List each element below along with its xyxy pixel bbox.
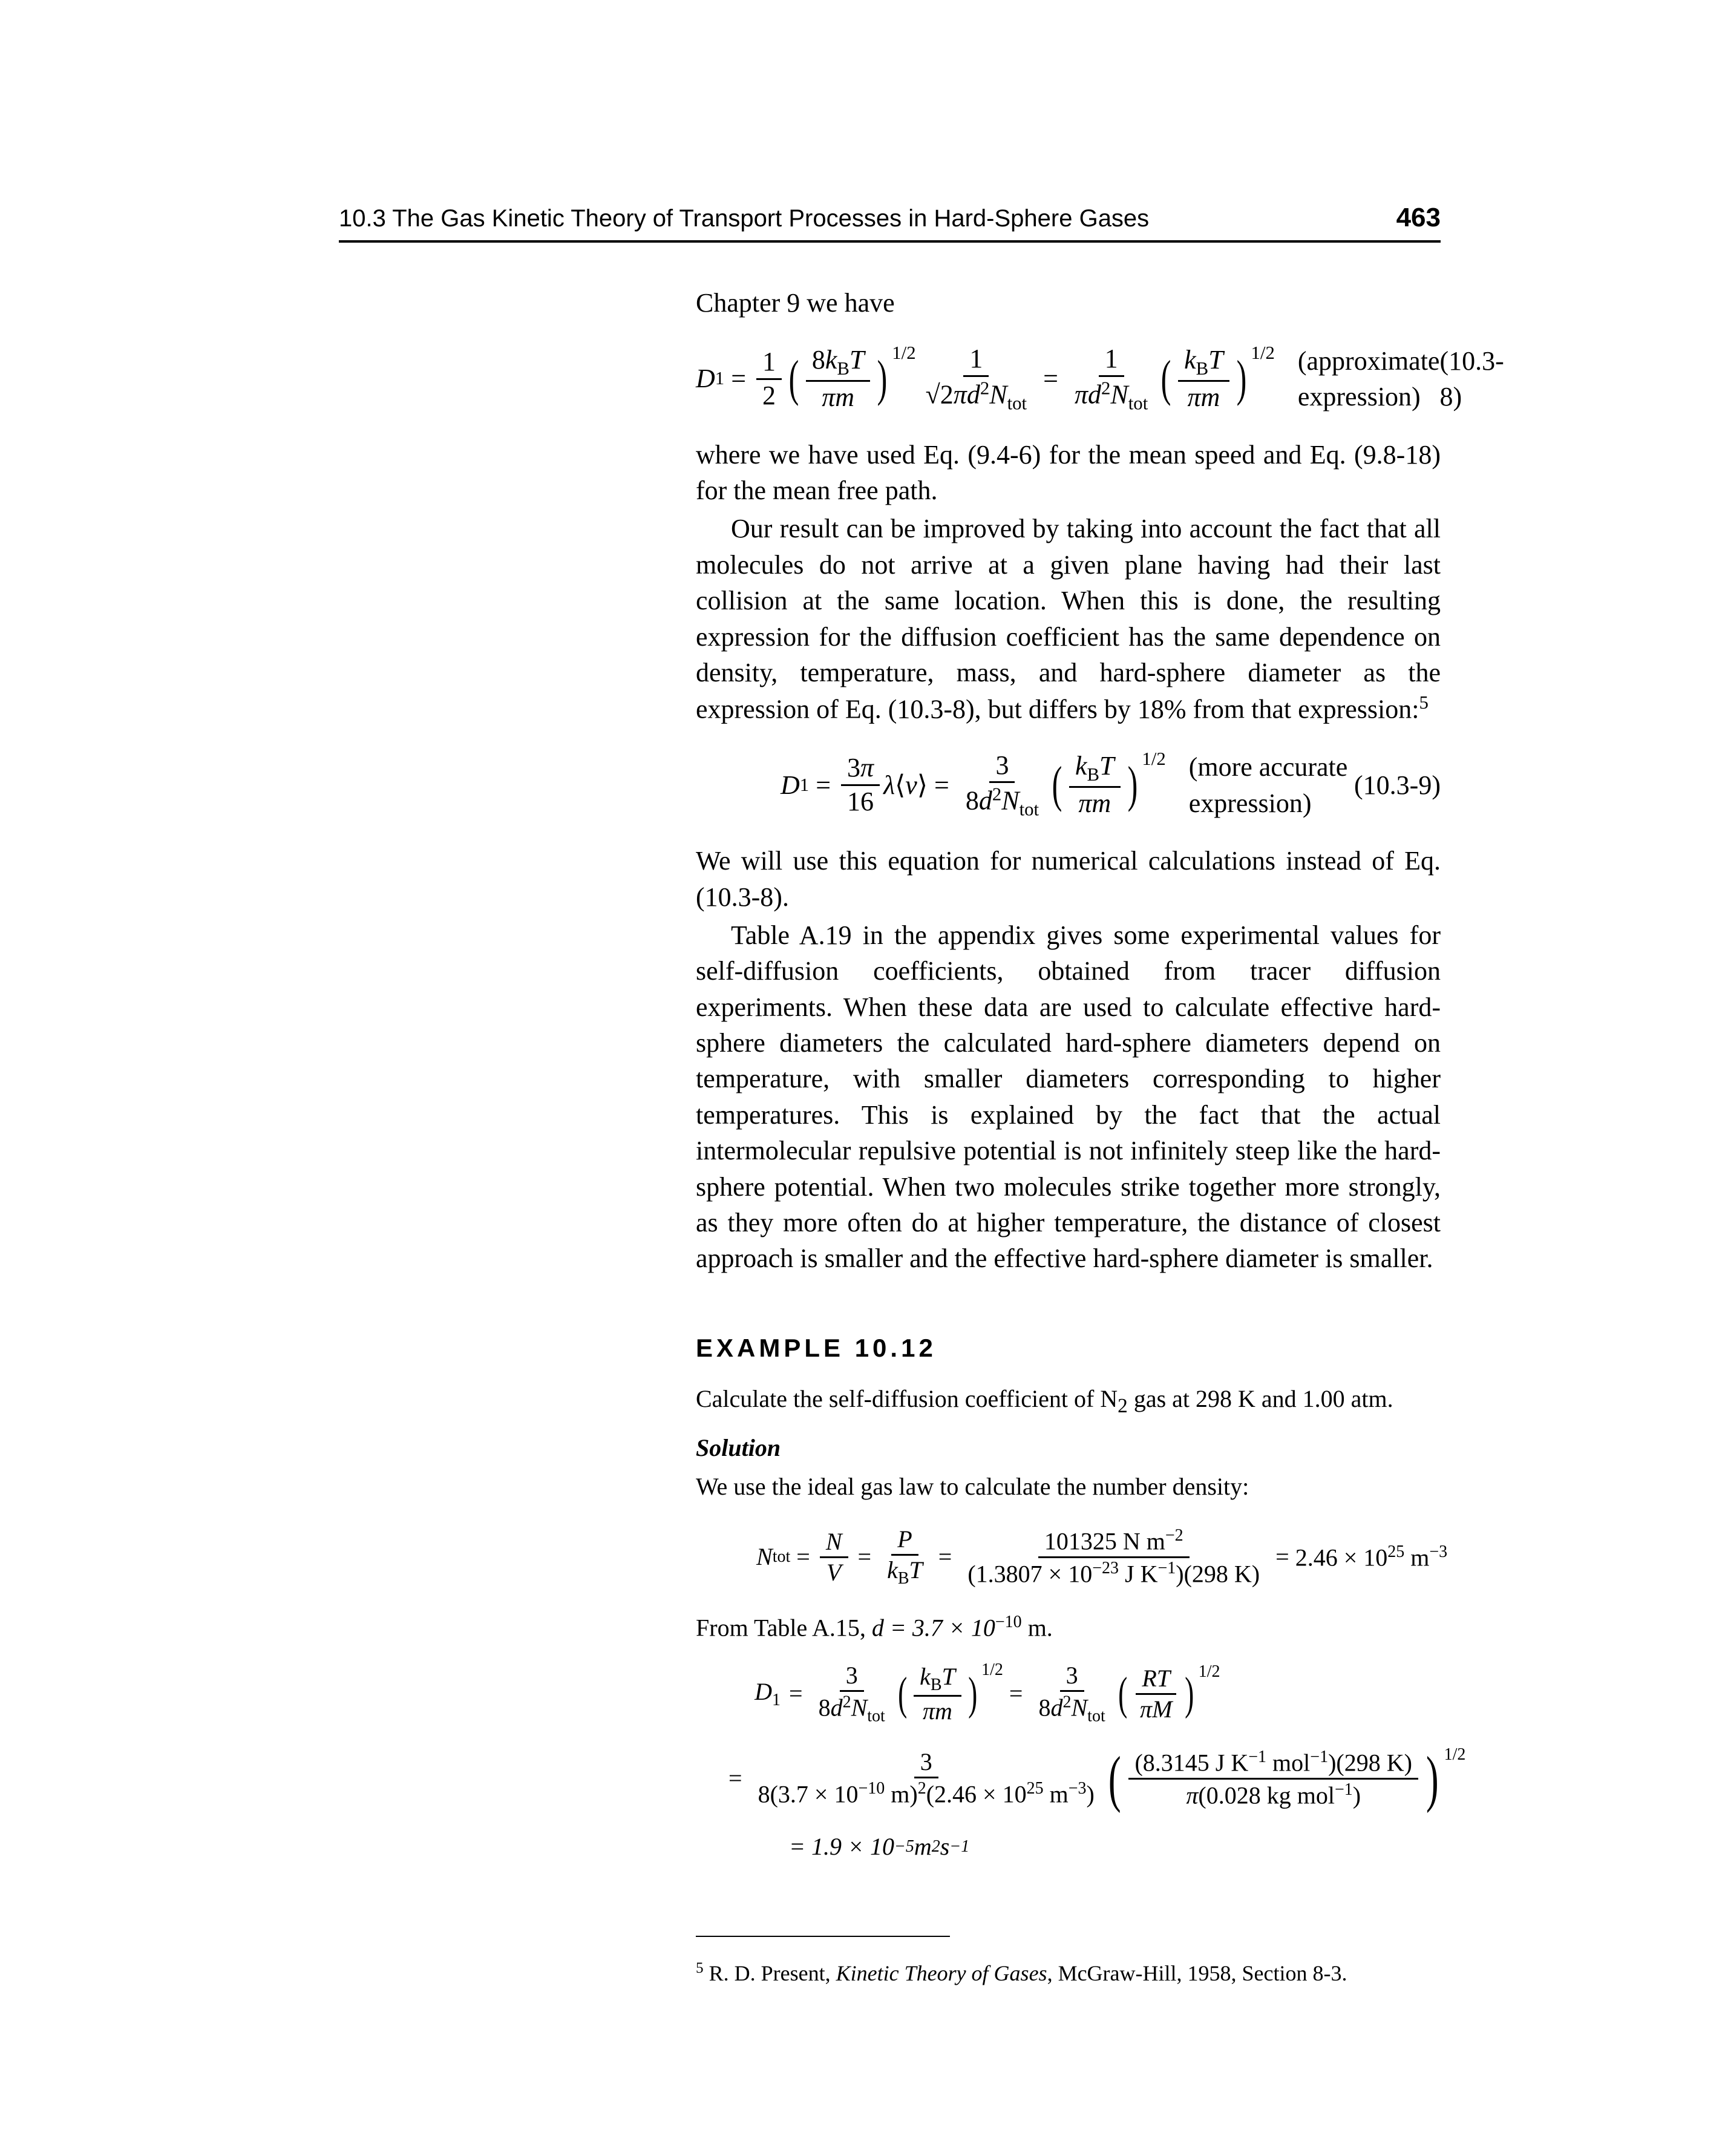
R-e2: −1 [1310,1748,1328,1766]
result-exp: −5 [894,1835,914,1858]
prompt-sub: 2 [1118,1395,1128,1417]
body-column: Chapter 9 we have D1 = 12 ( 8kBT πm ) 1/… [696,285,1441,1987]
section-title: 10.3 The Gas Kinetic Theory of Transport… [339,202,1149,235]
footnote-num: 5 [696,1960,704,1976]
d-line: From Table A.15, d = 3.7 × 10−10 m. [696,1611,1441,1644]
pressure-exp: −2 [1165,1526,1183,1545]
example-heading: EXAMPLE 10.12 [696,1331,1441,1366]
note-line-2: expression) [1189,788,1312,818]
M: 0.028 kg mol [1206,1781,1335,1809]
M-exp: −1 [1335,1780,1353,1799]
intro-line: Chapter 9 we have [696,285,1441,321]
note-line-1: (approximate [1298,346,1440,376]
d-a: From Table A.15, [696,1614,872,1641]
result-u-a: m [914,1830,932,1863]
equation-10-3-9: D1 = 3π16 λ⟨v⟩ = 3 8d2Ntot ( kBT πm ) 1/… [696,749,1441,821]
after-eq2: We will use this equation for numerical … [696,843,1441,915]
equation-note: (approximate expression) [1298,343,1440,415]
footnote-title: Kinetic Theory of Gases [836,1961,1047,1985]
R-mol: mol [1266,1749,1310,1777]
d-val: d = 3.7 × 10 [872,1614,995,1641]
solution-heading: Solution [696,1432,1441,1464]
d1-line-2: = 3 8(3.7 × 10−10 m)2(2.46 × 1025 m−3) (… [720,1747,1441,1810]
ntot-unit-exp: −3 [1429,1542,1447,1561]
equation-number: (10.3-8) [1439,343,1504,415]
R: 8.3145 J K [1143,1749,1248,1777]
equation-expr: Ntot = NV = PkBT = 101325 N m−2 (1.3807 … [756,1525,1447,1589]
result-u-e2: −1 [949,1835,969,1858]
improve-paragraph: Our result can be improved by taking int… [696,511,1441,727]
equation-expr: D1 = 12 ( 8kBT πm ) 1/2 1 √2πd2Ntot = [696,343,1275,414]
running-header: 10.3 The Gas Kinetic Theory of Transport… [339,200,1441,243]
equation-expr: D1 = 3π16 λ⟨v⟩ = 3 8d2Ntot ( kBT πm ) 1/… [781,750,1166,821]
after-eq1: where we have used Eq. (9.4-6) for the m… [696,437,1441,509]
table-a19-paragraph: Table A.19 in the appendix gives some ex… [696,917,1441,1277]
equation-d1-eval: D1 = 3 8d2Ntot ( kBTπm )1/2 = 3 [720,1661,1441,1863]
footnote-a: R. D. Present, [709,1961,836,1985]
solution-intro: We use the ideal gas law to calculate th… [696,1470,1441,1503]
result-u-e1: 2 [932,1835,940,1858]
footnote-rule [696,1936,950,1937]
prompt-a: Calculate the self-diffusion coefficient… [696,1385,1118,1412]
note-line-1: (more accurate [1189,752,1348,782]
d-exp: −10 [995,1613,1022,1631]
improve-text: Our result can be improved by taking int… [696,514,1441,724]
temperature: 298 K [1192,1560,1252,1587]
ntot-unit: m [1404,1544,1429,1571]
result-u-b: s [940,1830,950,1863]
d1-line-3: = 1.9 × 10−5 m2 s−1 [720,1830,1441,1863]
equation-number: (10.3-9) [1354,767,1441,803]
note-line-2: expression) [1298,382,1421,411]
kb-exp: −23 [1092,1559,1119,1578]
footnote-b: , McGraw-Hill, 1958, Section 8-3. [1047,1961,1347,1985]
footnote: 5 R. D. Present, Kinetic Theory of Gases… [696,1959,1441,1988]
pressure: 101325 N m [1044,1528,1165,1555]
ntot-exp: 25 [1387,1542,1404,1561]
R-e1: −1 [1248,1748,1266,1766]
kb: 1.3807 × 10 [976,1560,1093,1587]
kb-unit: J K [1119,1560,1157,1587]
ntot-val: 2.46 × 10 [1295,1544,1388,1571]
d1-line-1: D1 = 3 8d2Ntot ( kBTπm )1/2 = 3 [720,1661,1441,1726]
footnote-marker: 5 [1419,692,1429,713]
equation-ntot: Ntot = NV = PkBT = 101325 N m−2 (1.3807 … [756,1525,1441,1589]
prompt-b: gas at 298 K and 1.00 atm. [1128,1385,1393,1412]
equation-10-3-8: D1 = 12 ( 8kBT πm ) 1/2 1 √2πd2Ntot = [696,343,1441,415]
kb-unit-exp: −1 [1157,1559,1176,1578]
equation-note: (more accurate expression) [1189,749,1348,821]
T2: 298 K [1344,1749,1404,1777]
result-a: = 1.9 × 10 [789,1830,894,1863]
d-unit: m. [1022,1614,1053,1641]
example-prompt: Calculate the self-diffusion coefficient… [696,1383,1441,1420]
page: 10.3 The Gas Kinetic Theory of Transport… [0,0,1725,2156]
page-number: 463 [1396,200,1441,235]
